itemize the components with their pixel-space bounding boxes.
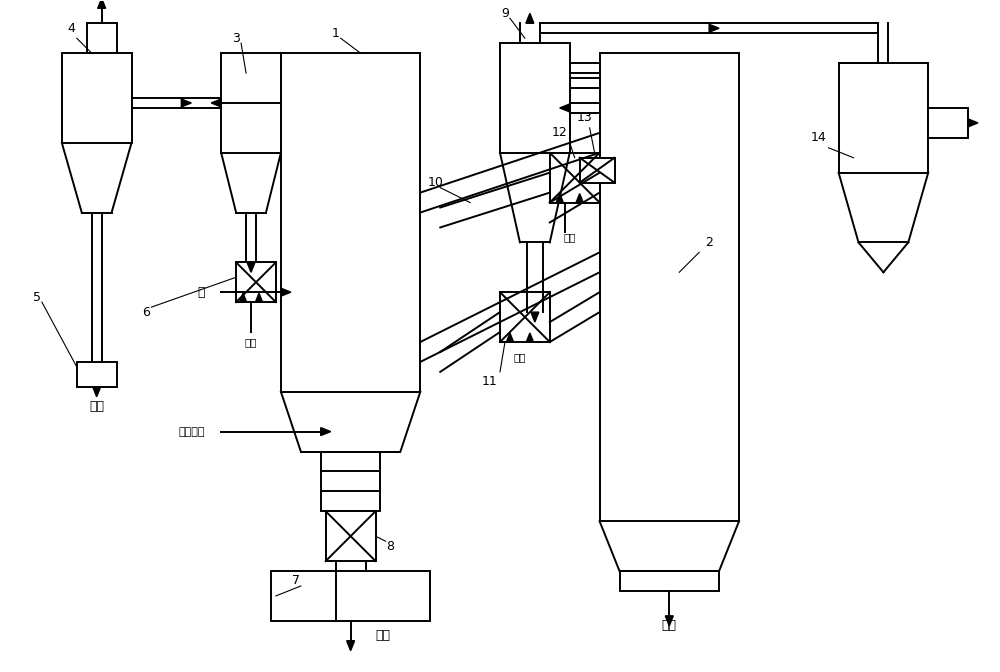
- Text: 6: 6: [143, 306, 150, 319]
- Polygon shape: [709, 24, 719, 32]
- Text: 空气: 空气: [662, 620, 677, 632]
- Polygon shape: [526, 13, 534, 24]
- Polygon shape: [321, 427, 331, 435]
- Polygon shape: [239, 293, 247, 302]
- Text: 煤: 煤: [197, 286, 205, 298]
- Bar: [500, 292, 550, 342]
- Text: 11: 11: [482, 375, 498, 388]
- Polygon shape: [255, 293, 263, 302]
- Text: 10: 10: [427, 176, 443, 189]
- Polygon shape: [93, 387, 101, 396]
- Bar: [62, 53, 132, 143]
- Polygon shape: [556, 194, 563, 202]
- Bar: [839, 63, 928, 173]
- Polygon shape: [560, 104, 570, 112]
- Text: 蒸汽: 蒸汽: [245, 337, 257, 347]
- Text: 7: 7: [292, 575, 300, 587]
- Text: 2: 2: [705, 236, 713, 249]
- Text: 13: 13: [577, 112, 593, 124]
- Text: 蒸汽: 蒸汽: [563, 233, 576, 243]
- Polygon shape: [211, 99, 221, 107]
- Polygon shape: [526, 333, 533, 342]
- Text: 热解煤气: 热解煤气: [178, 427, 205, 437]
- Bar: [321, 452, 380, 511]
- Polygon shape: [968, 119, 978, 127]
- Bar: [500, 43, 570, 153]
- Bar: [550, 153, 600, 202]
- Bar: [620, 571, 719, 591]
- Polygon shape: [98, 0, 106, 8]
- Text: 3: 3: [232, 32, 240, 45]
- Bar: [580, 158, 615, 183]
- Text: 4: 4: [68, 22, 76, 35]
- Text: 半焦: 半焦: [376, 629, 391, 642]
- Text: 9: 9: [501, 7, 509, 20]
- Polygon shape: [181, 99, 191, 107]
- Polygon shape: [347, 640, 355, 650]
- Text: 细焦: 细焦: [89, 401, 104, 413]
- Polygon shape: [576, 194, 583, 202]
- Bar: [600, 53, 739, 521]
- Bar: [221, 53, 281, 153]
- Bar: [87, 24, 117, 53]
- Polygon shape: [281, 288, 291, 296]
- Bar: [271, 571, 430, 621]
- Polygon shape: [665, 616, 673, 626]
- Text: 5: 5: [33, 291, 41, 304]
- Bar: [281, 53, 420, 392]
- Bar: [326, 511, 376, 561]
- Text: 14: 14: [811, 131, 827, 144]
- Text: 8: 8: [386, 540, 394, 552]
- Text: 1: 1: [332, 27, 340, 40]
- Bar: [77, 362, 117, 387]
- Bar: [928, 108, 968, 138]
- Polygon shape: [506, 333, 514, 342]
- Text: 12: 12: [552, 126, 568, 139]
- Bar: [236, 262, 276, 302]
- Text: 蒸汽: 蒸汽: [514, 352, 526, 362]
- Polygon shape: [531, 312, 539, 322]
- Polygon shape: [247, 262, 255, 272]
